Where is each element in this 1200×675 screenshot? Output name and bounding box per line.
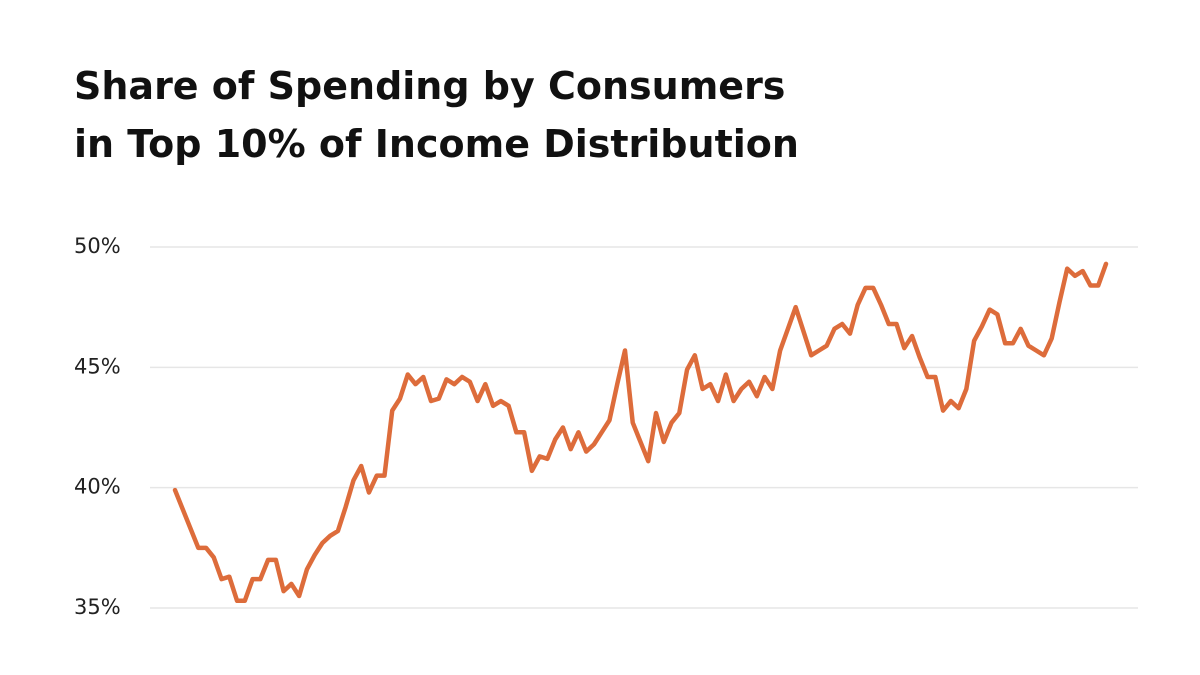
y-tick-label: 35% xyxy=(74,595,121,619)
chart-title-line: Share of Spending by Consumers xyxy=(74,64,785,108)
y-tick-label: 45% xyxy=(74,354,121,378)
y-tick-label: 40% xyxy=(74,475,121,499)
chart-title-line: in Top 10% of Income Distribution xyxy=(74,122,799,166)
y-tick-label: 50% xyxy=(74,234,121,258)
data-line xyxy=(172,261,1109,604)
